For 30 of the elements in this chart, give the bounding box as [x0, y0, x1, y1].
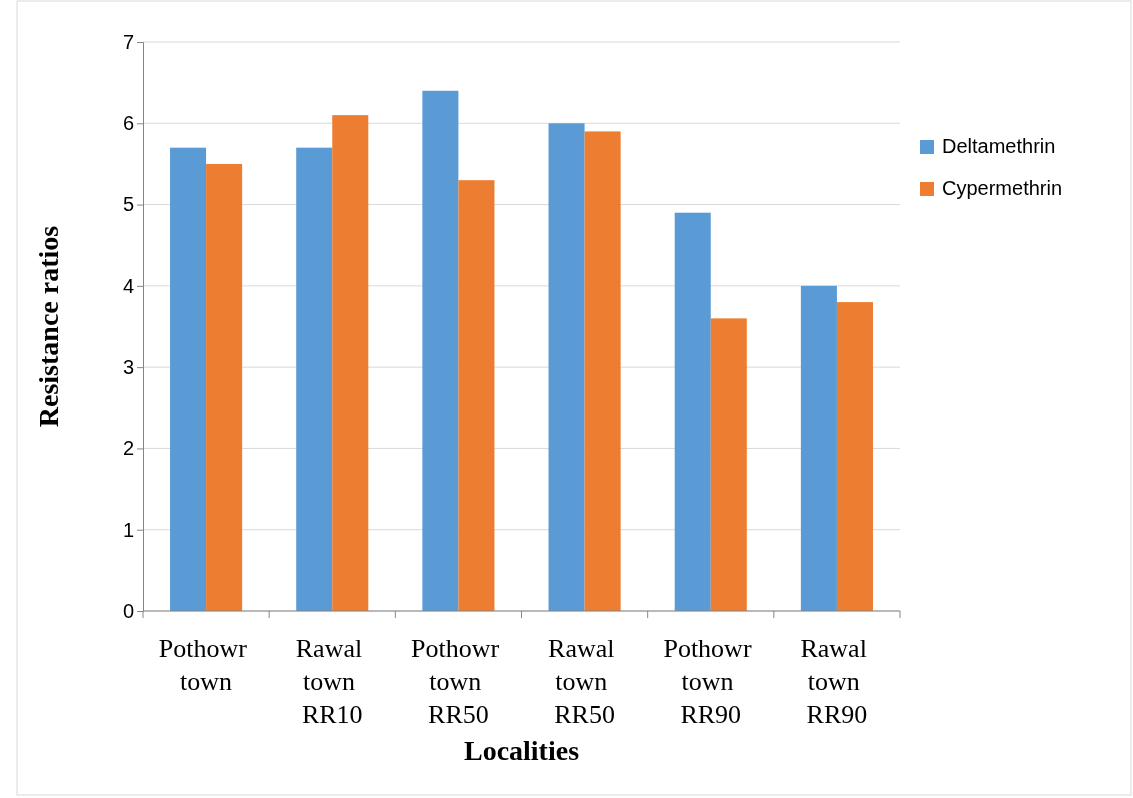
bar [710, 318, 747, 611]
y-tick-label: 4 [122, 274, 134, 297]
y-tick-label: 5 [122, 193, 134, 216]
bar [800, 285, 837, 611]
y-tick-label: 2 [122, 437, 134, 460]
x-axis-title: Localities [463, 735, 580, 766]
y-axis-title: Resistance ratios [33, 225, 64, 428]
x-tick-label: Pothowr town RR50 [411, 634, 506, 729]
legend-label: Cypermethrin [942, 177, 1063, 199]
bar [836, 302, 873, 611]
bar [674, 212, 711, 611]
bar [170, 147, 207, 611]
y-tick-label: 1 [122, 518, 134, 541]
bar [332, 115, 369, 611]
y-tick-label: 0 [122, 599, 134, 622]
bar [296, 147, 333, 611]
x-tick-label: Rawal town RR10 [295, 634, 369, 729]
bar [458, 180, 495, 611]
bar [548, 123, 585, 611]
legend-label: Deltamethrin [942, 135, 1056, 157]
y-tick-label: 3 [122, 356, 134, 379]
bar [422, 90, 459, 611]
bar [206, 163, 243, 611]
y-tick-label: 7 [122, 30, 134, 53]
y-tick-label: 6 [122, 112, 134, 135]
x-tick-label: Pothowr town RR90 [663, 634, 759, 729]
x-tick-label: Pothowr town [158, 634, 254, 696]
bar [584, 131, 621, 611]
x-tick-label: Rawal town RR50 [548, 634, 622, 729]
x-tick-label: Rawal town RR90 [800, 634, 874, 729]
